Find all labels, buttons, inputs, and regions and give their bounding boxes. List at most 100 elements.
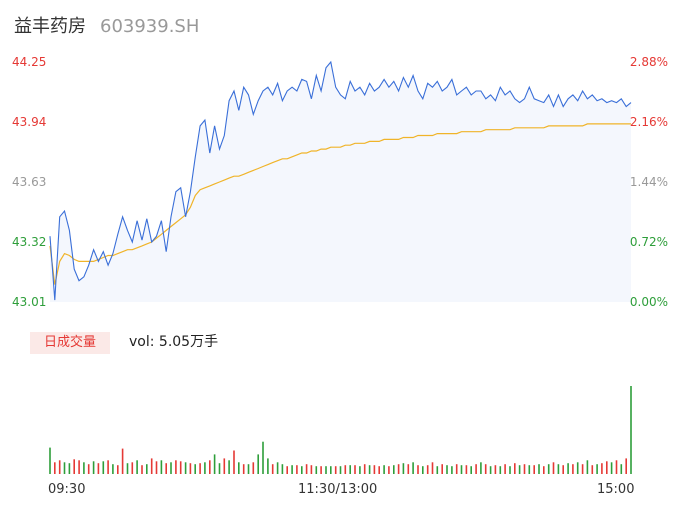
volume-bar: [291, 465, 293, 474]
volume-bar: [223, 458, 226, 474]
volume-bar: [238, 462, 240, 474]
stock-code: 603939.SH: [100, 16, 200, 37]
volume-bar: [141, 465, 143, 474]
volume-bar: [402, 463, 405, 474]
y-right-tick: 2.16%: [630, 115, 668, 129]
volume-bar: [334, 466, 337, 474]
volume-bar: [431, 462, 434, 474]
volume-bar: [194, 464, 196, 474]
volume-bar: [538, 464, 540, 474]
volume-bar: [78, 460, 80, 474]
price-area-fill: [50, 62, 631, 302]
volume-bar: [354, 465, 356, 474]
volume-bar: [112, 464, 114, 474]
volume-bar: [363, 464, 366, 474]
y-left-tick: 43.32: [12, 235, 46, 249]
volume-bar: [480, 462, 482, 474]
volume-bar: [175, 460, 177, 474]
volume-bar: [184, 462, 187, 474]
volume-bar: [73, 459, 75, 474]
avg-price-line: [49, 123, 631, 285]
volume-bar: [451, 466, 453, 474]
volume-bar: [179, 461, 182, 474]
volume-bar: [204, 462, 206, 474]
volume-bar: [378, 466, 380, 474]
volume-bar: [136, 460, 138, 474]
volume-bar: [209, 460, 211, 474]
volume-bar: [228, 460, 230, 474]
volume-bar: [572, 464, 574, 474]
volume-bar: [218, 463, 221, 474]
volume-bar: [344, 465, 347, 474]
volume-bar: [310, 465, 313, 474]
volume-bar: [373, 465, 376, 474]
volume-bar: [596, 464, 598, 474]
stock-name: 益丰药房: [14, 16, 86, 37]
volume-bar: [547, 464, 550, 474]
volume-bar: [533, 465, 535, 474]
volume-bar: [189, 463, 192, 474]
volume-bar: [523, 464, 526, 474]
volume-bar: [150, 458, 153, 474]
volume-bar: [441, 464, 443, 474]
volume-bar: [514, 463, 516, 474]
volume-bar: [92, 461, 95, 474]
volume-bar: [397, 464, 400, 474]
volume-bar: [610, 462, 613, 474]
volume-bar: [606, 461, 608, 474]
volume-bar: [49, 447, 51, 474]
volume-bar: [305, 464, 308, 474]
volume-bar: [417, 465, 419, 474]
volume-bar: [247, 464, 250, 474]
volume-bar: [117, 465, 119, 474]
volume-bar: [296, 465, 298, 474]
volume-bar: [504, 464, 506, 474]
volume-bar: [465, 465, 468, 474]
volume-bar: [562, 465, 564, 474]
volume-bar: [126, 463, 129, 474]
volume-bar: [620, 464, 623, 474]
volume-bar: [484, 464, 487, 474]
y-right-tick: 0.00%: [630, 295, 668, 309]
volume-bar: [528, 465, 531, 474]
volume-bar: [83, 462, 85, 474]
volume-bar: [87, 464, 90, 474]
volume-tab[interactable]: 日成交量: [30, 332, 110, 354]
volume-bar: [315, 466, 318, 474]
volume-bar: [388, 466, 390, 474]
y-left-tick: 43.01: [12, 295, 46, 309]
volume-bar: [509, 466, 511, 474]
volume-bar: [576, 462, 579, 474]
volume-bar: [330, 466, 332, 474]
volume-bar: [567, 463, 569, 474]
volume-bar: [489, 466, 492, 474]
volume-bar: [281, 464, 284, 474]
volume-bar: [325, 466, 327, 474]
volume-bar: [422, 466, 424, 474]
volume-bar: [499, 466, 502, 474]
volume-bar: [58, 460, 61, 474]
y-left-tick: 44.25: [12, 55, 46, 69]
volume-bar: [446, 465, 448, 474]
volume-bar: [165, 463, 167, 474]
volume-bar: [262, 441, 264, 474]
volume-bar: [615, 460, 618, 474]
y-left-tick: 43.94: [12, 115, 46, 129]
volume-bar: [213, 454, 216, 474]
volume-bar: [349, 465, 351, 474]
volume-bar: [339, 466, 342, 474]
y-left-tick: 43.63: [12, 175, 46, 189]
volume-bar: [543, 466, 545, 474]
volume-bar: [625, 458, 627, 474]
volume-bar: [252, 462, 255, 474]
volume-bar: [242, 464, 245, 474]
volume-bar: [383, 465, 385, 474]
volume-bar: [470, 466, 472, 474]
volume-bar: [436, 466, 439, 474]
time-label-close: 15:00: [597, 482, 635, 497]
volume-bar: [286, 466, 288, 474]
volume-bar: [557, 464, 560, 474]
volume-bar: [199, 463, 201, 474]
volume-bar: [412, 462, 414, 474]
